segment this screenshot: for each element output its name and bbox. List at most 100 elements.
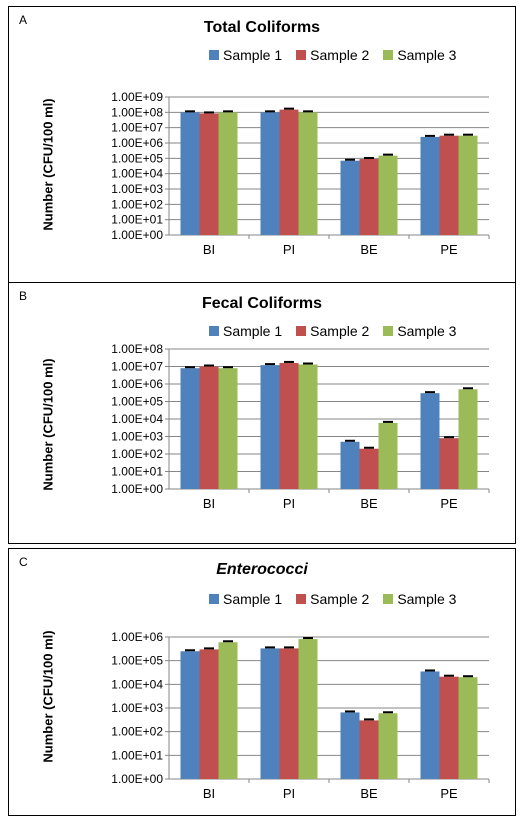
panel-a: A Total Coliforms Sample 1 Sample 2 Samp… <box>8 6 516 284</box>
y-tick-label: 1.00E+06 <box>111 136 163 150</box>
bar <box>279 648 299 779</box>
bar <box>298 364 318 489</box>
y-tick-label: 1.00E+08 <box>111 342 163 356</box>
legend: Sample 1 Sample 2 Sample 3 <box>209 323 456 339</box>
x-tick-label: PE <box>440 786 458 801</box>
legend-swatch <box>296 50 307 60</box>
bar <box>378 713 398 779</box>
chart-plot: 1.00E+001.00E+011.00E+021.00E+031.00E+04… <box>111 90 490 257</box>
y-tick-label: 1.00E+03 <box>111 182 163 196</box>
y-tick-label: 1.00E+05 <box>111 151 163 165</box>
bar <box>420 671 440 779</box>
y-tick-label: 1.00E+03 <box>111 701 163 715</box>
legend-swatch <box>296 594 307 604</box>
legend-item-sample-3: Sample 3 <box>383 323 456 339</box>
chart-plot: 1.00E+00 1.00E+01 1.00E+02 1.00E+03 1.00E+04… <box>111 342 490 511</box>
panel-letter: B <box>19 289 28 303</box>
y-tick-label: 1.00E+01 <box>111 748 163 762</box>
y-tick-label: 1.00E+04 <box>111 412 163 426</box>
legend-swatch <box>209 326 219 336</box>
bar <box>218 368 238 489</box>
bar <box>180 651 200 779</box>
bar <box>378 155 398 235</box>
legend-label: Sample 2 <box>310 591 370 607</box>
bar <box>279 109 299 235</box>
legend-label: Sample 3 <box>397 323 457 339</box>
x-tick-label: PI <box>283 242 295 257</box>
y-tick-label: 1.00E+05 <box>111 395 163 409</box>
bar <box>298 112 318 235</box>
legend-swatch <box>383 594 394 604</box>
bar <box>420 393 440 489</box>
bar <box>340 441 360 489</box>
y-tick-label: 1.00E+09 <box>111 90 163 104</box>
bar <box>260 648 280 779</box>
x-tick-label: PE <box>440 242 458 257</box>
legend-item-sample-3: Sample 3 <box>383 47 456 63</box>
x-tick-label: PI <box>283 496 295 511</box>
bar <box>260 112 280 235</box>
bar <box>439 438 459 489</box>
bar <box>359 720 379 779</box>
bar <box>260 365 280 489</box>
bar <box>458 677 478 779</box>
legend-item-sample-2: Sample 2 <box>296 591 369 607</box>
y-tick-label: 1.00E+07 <box>111 360 163 374</box>
bar <box>458 389 478 489</box>
panel-b: B Fecal Coliforms Sample 1 Sample 2 Samp… <box>8 282 516 544</box>
y-tick-label: 1.00E+03 <box>111 430 163 444</box>
legend-item-sample-1: Sample 1 <box>209 323 282 339</box>
bar <box>218 112 238 235</box>
bar <box>340 160 360 235</box>
x-tick-label: BI <box>203 496 215 511</box>
legend-label: Sample 1 <box>223 323 283 339</box>
y-tick-label: 1.00E+00 <box>111 482 163 496</box>
legend-item-sample-2: Sample 2 <box>296 47 369 63</box>
y-tick-label: 1.00E+05 <box>111 654 163 668</box>
bar <box>439 135 459 235</box>
chart-title: Fecal Coliforms <box>201 295 323 312</box>
y-tick-label: 1.00E+08 <box>111 105 163 119</box>
bar <box>439 676 459 779</box>
bar <box>199 113 219 235</box>
legend: Sample 1 Sample 2 Sample 3 <box>209 591 456 607</box>
legend-swatch <box>209 50 219 60</box>
y-tick-label: 1.00E+01 <box>111 465 163 479</box>
legend-label: Sample 2 <box>310 323 370 339</box>
legend-swatch <box>296 326 307 336</box>
bar <box>340 712 360 779</box>
panel-c: C Enterococci Sample 1 Sample 2 Sample 3… <box>8 548 516 816</box>
chart-title: Enterococci <box>216 561 308 578</box>
legend-item-sample-3: Sample 3 <box>383 591 456 607</box>
y-tick-label: 1.00E+07 <box>111 121 163 135</box>
y-tick-label: 1.00E+04 <box>111 677 163 691</box>
legend-label: Sample 3 <box>397 591 457 607</box>
legend-label: Sample 1 <box>223 47 283 63</box>
legend-item-sample-1: Sample 1 <box>209 47 282 63</box>
legend-swatch <box>383 50 394 60</box>
legend-item-sample-1: Sample 1 <box>209 591 282 607</box>
x-tick-label: BI <box>203 786 215 801</box>
y-tick-label: 1.00E+00 <box>111 228 163 242</box>
y-tick-label: 1.00E+06 <box>111 377 163 391</box>
bar <box>359 448 379 489</box>
bar <box>180 368 200 489</box>
panel-letter: A <box>19 13 28 27</box>
bar <box>420 136 440 235</box>
y-tick-label: 1.00E+01 <box>111 213 163 227</box>
y-tick-label: 1.00E+06 <box>111 630 163 644</box>
bar <box>279 362 299 489</box>
legend-label: Sample 2 <box>310 47 370 63</box>
bar <box>199 366 219 489</box>
chart-plot: 1.00E+001.00E+011.00E+021.00E+031.00E+04… <box>111 630 490 801</box>
x-tick-label: BE <box>360 242 378 257</box>
x-tick-label: BI <box>203 242 215 257</box>
bar <box>180 112 200 235</box>
bar <box>359 159 379 235</box>
bar <box>199 649 219 779</box>
y-tick-label: 1.00E+02 <box>111 447 163 461</box>
y-tick-label: 1.00E+02 <box>111 725 163 739</box>
legend-item-sample-2: Sample 2 <box>296 323 369 339</box>
x-tick-label: BE <box>360 496 378 511</box>
y-tick-label: 1.00E+02 <box>111 197 163 211</box>
